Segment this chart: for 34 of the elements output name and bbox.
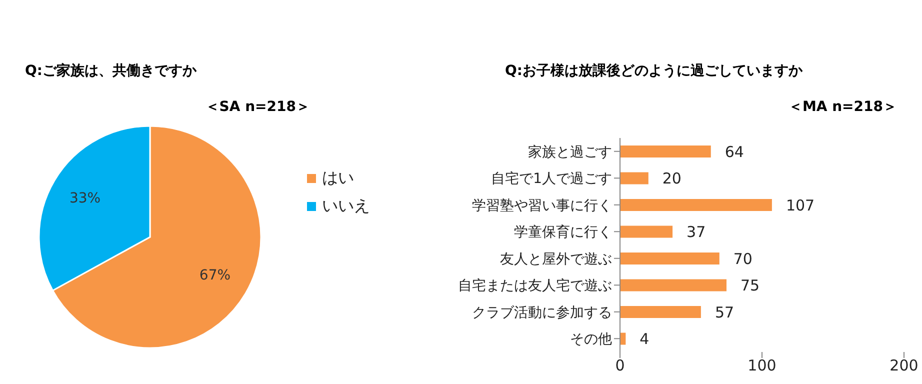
- data-label: 107: [786, 196, 815, 214]
- data-label: 70: [733, 250, 752, 268]
- data-label: 57: [714, 303, 734, 322]
- legend-label: いいえ: [322, 195, 370, 217]
- y-tick-label: 学童保育に行く: [514, 224, 612, 241]
- bar: [620, 306, 701, 318]
- y-tick-label: その他: [570, 332, 612, 348]
- chart-title: Q:お子様は放課後どのように過ごしていますか: [505, 62, 802, 80]
- y-tick-label: 家族と過ごす: [528, 144, 612, 160]
- data-label: 20: [662, 170, 682, 188]
- bar: [620, 279, 726, 292]
- data-label: 4: [640, 330, 650, 348]
- y-tick-label: 自宅で1人で過ごす: [491, 171, 612, 188]
- y-tick-label: クラブ活動に参加する: [472, 304, 612, 321]
- bar: [620, 226, 673, 238]
- legend-label: はい: [322, 167, 354, 189]
- y-tick-label: 自宅または友人宅で遊ぶ: [458, 278, 612, 294]
- chart-subtitle: ＜MA n=218＞: [788, 98, 897, 116]
- data-label: 33%: [69, 190, 101, 207]
- chart-subtitle: ＜SA n=218＞: [205, 98, 310, 116]
- bar: [620, 252, 720, 264]
- x-tick-label: 200: [890, 356, 918, 375]
- data-label: 37: [686, 223, 706, 242]
- data-label: 75: [740, 276, 760, 295]
- chart-title: Q:ご家族は、共働きですか: [25, 62, 196, 80]
- y-tick-label: 学習塾や習い事に行く: [472, 198, 612, 214]
- x-tick-label: 0: [615, 356, 625, 375]
- x-tick-label: 100: [748, 356, 776, 375]
- data-label: 64: [724, 142, 744, 161]
- data-label: 67%: [199, 267, 231, 284]
- bar: [620, 172, 648, 184]
- bar: [620, 198, 772, 211]
- y-tick-label: 友人と屋外で遊ぶ: [500, 251, 612, 268]
- bar: [620, 145, 711, 158]
